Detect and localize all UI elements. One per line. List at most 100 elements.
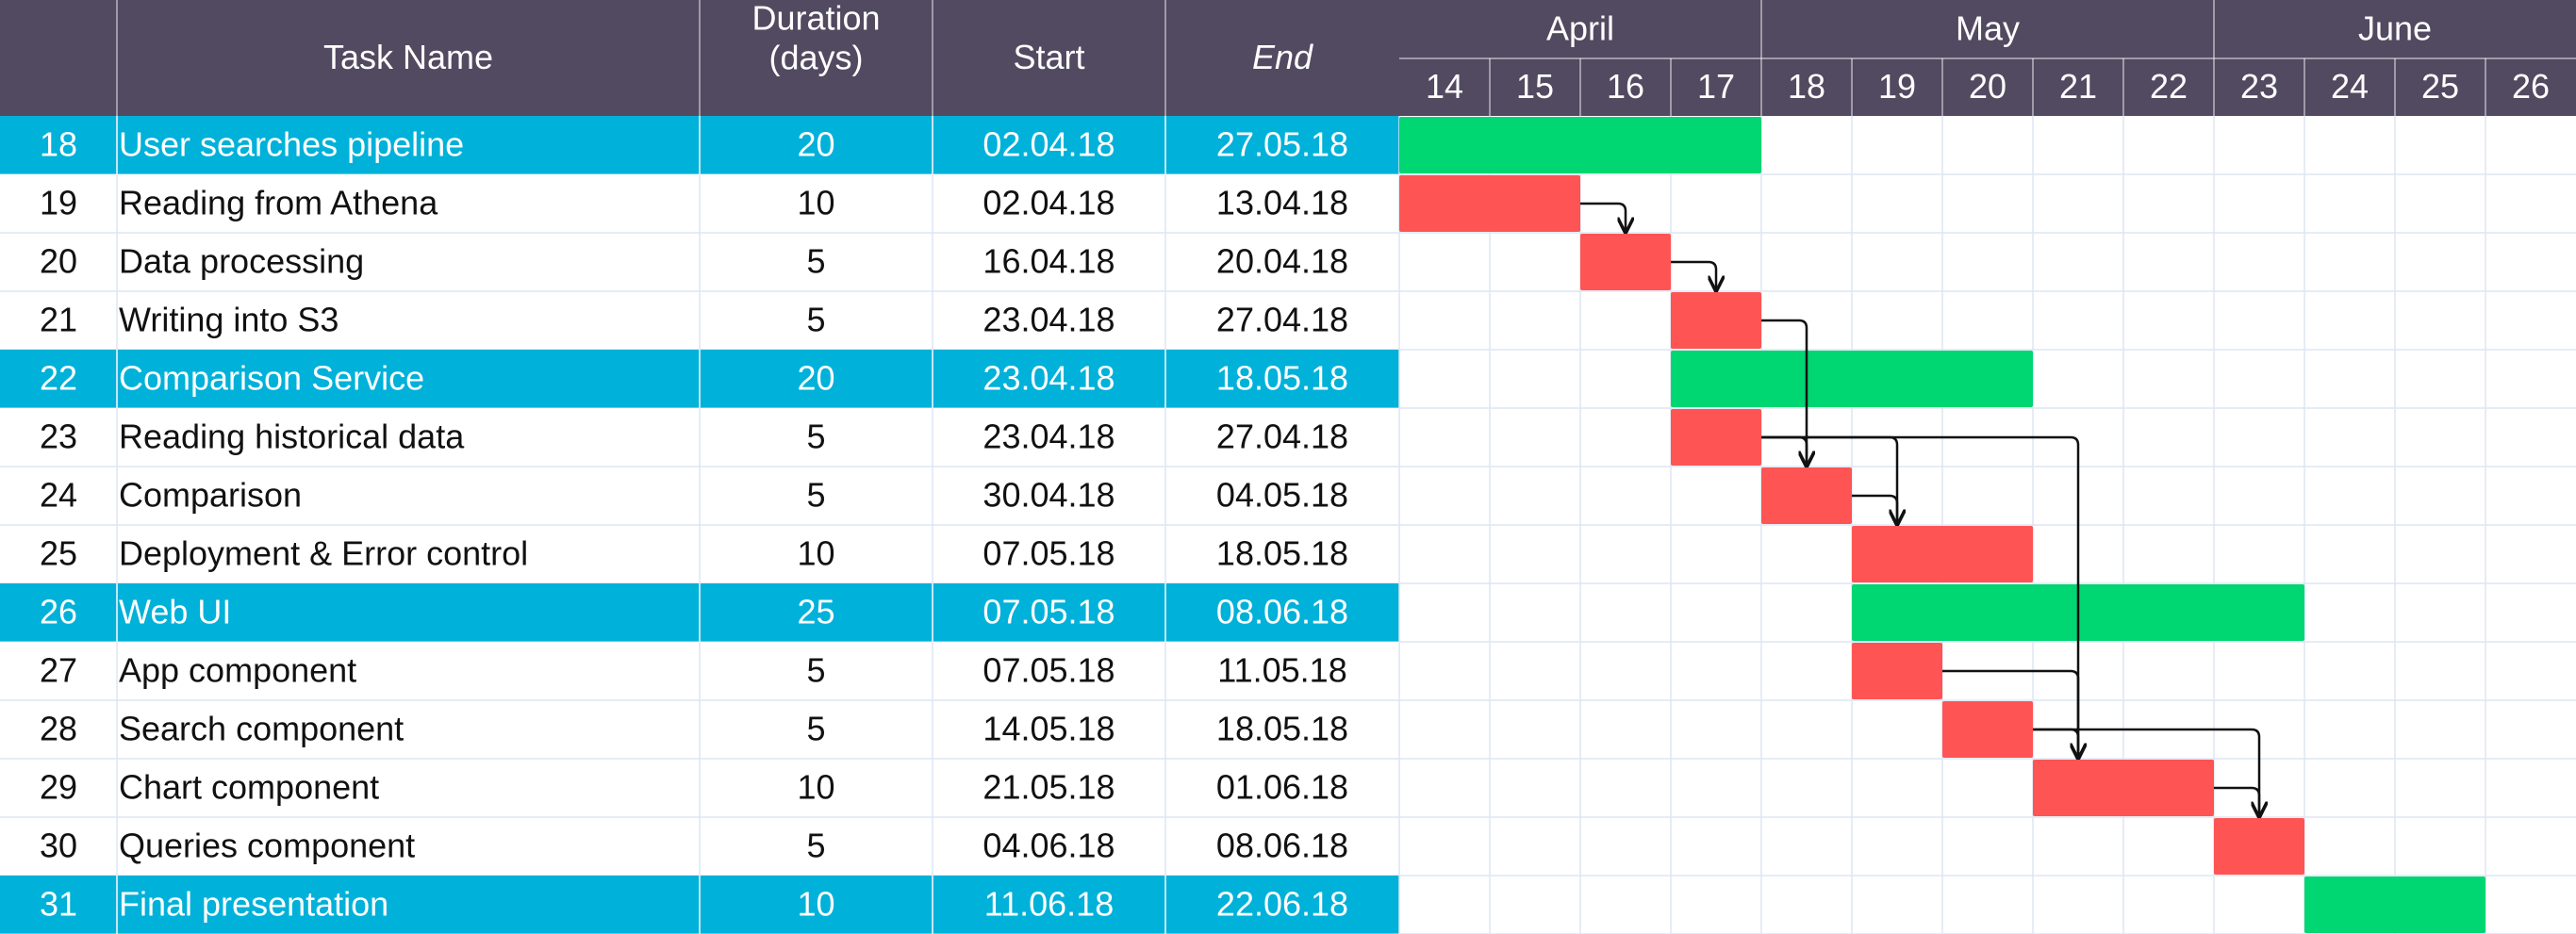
task-bar[interactable] [2214,818,2304,875]
task-start-cell: 23.04.18 [983,418,1115,456]
header-duration-line1: Duration [751,0,880,38]
dependency-arrow [2214,786,2259,816]
task-name-cell: App component [119,651,356,690]
task-id-cell: 19 [40,184,77,222]
task-id-cell: 30 [40,827,77,865]
task-name-cell: Deployment & Error control [119,534,528,573]
timeline-grid [1398,116,2576,934]
dependency-arrow [1671,260,1716,290]
task-bar[interactable] [1852,526,2033,582]
month-label: June [2358,9,2432,48]
task-row: 28 Search component 5 14.05.18 18.05.18 [0,710,1399,760]
month-label: May [1956,9,2020,48]
group-bar[interactable] [2304,877,2485,933]
task-name-cell: Reading historical data [119,418,465,456]
task-id-cell: 29 [40,768,77,807]
header-task-name: Task Name [323,38,493,76]
dependency-arrow [1761,435,1807,466]
task-name-cell: Final presentation [119,885,388,924]
week-label: 15 [1516,67,1554,106]
group-bar[interactable] [1671,351,2033,407]
week-label: 20 [1969,67,2006,106]
dependency-arrow [1852,494,1897,524]
task-duration-cell: 10 [797,534,834,573]
week-label: 17 [1697,67,1735,106]
task-name-cell: Writing into S3 [119,301,339,339]
task-duration-cell: 5 [806,476,825,515]
timeline-header: April May June 14 15 16 17 18 19 20 21 22 23 24 25 26 [1399,0,2576,116]
task-id-cell: 25 [40,534,77,573]
week-label: 22 [2150,67,2188,106]
task-start-cell: 07.05.18 [983,593,1115,631]
task-end-cell: 08.06.18 [1216,593,1348,631]
task-start-cell: 11.06.18 [984,885,1114,924]
task-id-cell: 24 [40,476,77,515]
table-header: Task Name Duration(days) Start End [0,0,1399,116]
task-start-cell: 07.05.18 [983,534,1115,573]
task-end-cell: 27.04.18 [1216,301,1348,339]
task-id-cell: 26 [40,593,77,631]
dependency-arrow [1761,435,2078,758]
task-start-cell: 30.04.18 [983,476,1115,515]
task-start-cell: 02.04.18 [983,184,1115,222]
task-name-cell: Data processing [119,242,364,281]
dependency-arrow [1761,319,1807,466]
dependency-arrow [1580,202,1626,232]
dependency-arrows [1580,202,2259,816]
task-duration-cell: 5 [806,651,825,690]
task-name-cell: User searches pipeline [119,125,464,164]
dependency-arrow [2033,728,2259,816]
task-end-cell: 27.05.18 [1216,125,1348,164]
task-name-cell: Comparison Service [119,359,424,398]
task-bar[interactable] [1852,643,1942,699]
task-bar[interactable] [1671,292,1761,349]
month-label: April [1546,9,1614,48]
task-id-cell: 18 [40,125,77,164]
week-label: 26 [2512,67,2550,106]
task-end-cell: 13.04.18 [1216,184,1348,222]
task-duration-cell: 5 [806,418,825,456]
dependency-arrow [1942,669,2078,758]
task-row: 25 Deployment & Error control 10 07.05.18 18… [0,534,1399,584]
task-end-cell: 01.06.18 [1216,768,1348,807]
task-end-cell: 18.05.18 [1216,359,1348,398]
task-id-cell: 28 [40,710,77,748]
task-row: 19 Reading from Athena 10 02.04.18 13.04.18 [0,184,1399,234]
task-end-cell: 20.04.18 [1216,242,1348,281]
task-bar[interactable] [1761,467,1852,524]
week-label: 16 [1607,67,1644,106]
task-bar[interactable] [1580,234,1671,290]
task-start-cell: 21.05.18 [983,768,1115,807]
week-label: 24 [2331,67,2369,106]
task-bar[interactable] [1399,175,1580,232]
task-name-cell: Queries component [119,827,415,865]
week-label: 23 [2240,67,2278,106]
table-body: 18 User searches pipeline 20 02.04.18 27.05.… [0,116,1399,934]
task-end-cell: 18.05.18 [1216,710,1348,748]
task-name-cell: Comparison [119,476,302,515]
task-end-cell: 22.06.18 [1216,885,1348,924]
task-start-cell: 04.06.18 [983,827,1115,865]
task-start-cell: 23.04.18 [983,359,1115,398]
week-label: 25 [2421,67,2459,106]
dependency-arrow [2033,728,2078,758]
task-name-cell: Reading from Athena [119,184,438,222]
group-bar[interactable] [1399,117,1761,173]
task-bar[interactable] [1671,409,1761,466]
task-duration-cell: 10 [797,885,834,924]
task-bar[interactable] [1942,701,2033,758]
week-label: 18 [1788,67,1825,106]
task-end-cell: 18.05.18 [1216,534,1348,573]
task-duration-cell: 20 [797,125,834,164]
header-start: Start [1013,38,1084,76]
task-name-cell: Chart component [119,768,379,807]
task-duration-cell: 20 [797,359,834,398]
task-duration-cell: 10 [797,768,834,807]
task-bar[interactable] [2033,760,2214,816]
week-label: 19 [1878,67,1916,106]
task-start-cell: 07.05.18 [983,651,1115,690]
task-start-cell: 16.04.18 [983,242,1115,281]
week-label: 14 [1426,67,1463,106]
task-id-cell: 31 [40,885,77,924]
